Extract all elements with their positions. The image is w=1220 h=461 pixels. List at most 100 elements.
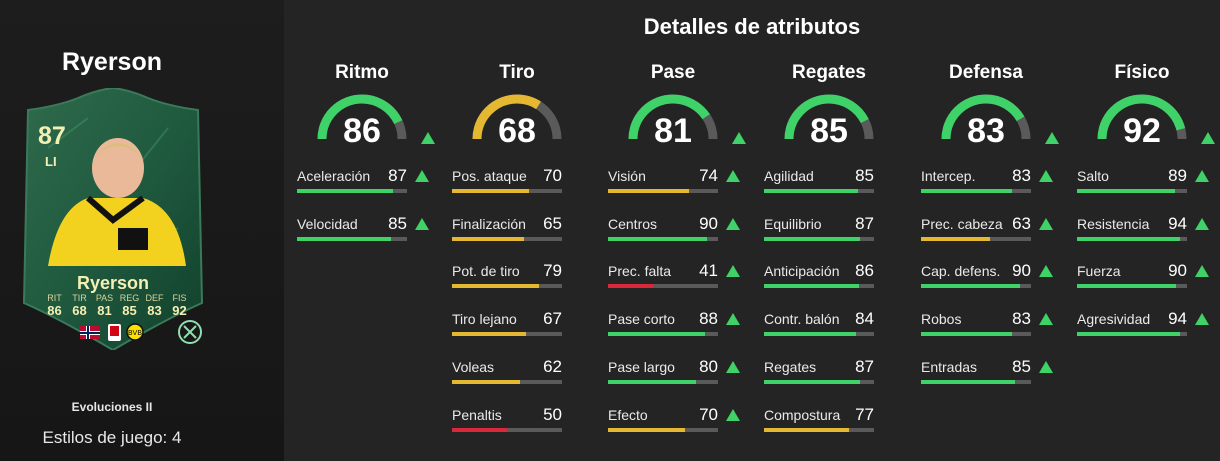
attribute-row: Prec. falta 41 <box>608 261 758 293</box>
playstyles-count: Estilos de juego: 4 <box>42 428 182 447</box>
attribute-bar-fill <box>452 189 529 193</box>
attribute-value: 83 <box>1012 309 1031 328</box>
player-photo <box>48 138 186 266</box>
category-value: 81 <box>654 112 692 150</box>
attribute-value: 84 <box>855 309 874 328</box>
attribute-label: Resistencia <box>1077 216 1150 232</box>
attribute-row: Fuerza 90 <box>1077 261 1220 293</box>
attribute-label: Visión <box>608 168 646 184</box>
attribute-bar <box>608 332 718 336</box>
attribute-label: Equilibrio <box>764 216 822 232</box>
card-stat-label: DEF <box>145 293 164 303</box>
attribute-bar <box>452 332 562 336</box>
attribute-value: 87 <box>388 166 407 185</box>
attribute-row: Visión 74 <box>608 166 758 198</box>
up-arrow-icon <box>726 409 740 421</box>
category-value: 68 <box>498 112 536 150</box>
attribute-bar <box>1077 189 1187 193</box>
attribute-bar <box>764 237 874 241</box>
attribute-value: 86 <box>855 261 874 280</box>
player-name: Ryerson <box>61 48 163 76</box>
attribute-label: Velocidad <box>297 216 358 232</box>
card-stat-label: REG <box>119 293 140 303</box>
card-stat: PAS 81 <box>92 293 117 318</box>
attribute-row: Pot. de tiro 79 <box>452 261 602 293</box>
attribute-value: 90 <box>699 214 718 233</box>
category-title: Regates <box>792 62 866 83</box>
card-stat: RIT 86 <box>42 293 67 318</box>
attribute-bar <box>921 237 1031 241</box>
attribute-value: 87 <box>855 357 874 376</box>
attribute-value: 90 <box>1012 261 1031 280</box>
up-arrow-icon <box>1039 170 1053 182</box>
attribute-row: Pase largo 80 <box>608 357 758 389</box>
attribute-bar <box>921 189 1031 193</box>
attribute-bar <box>1077 332 1187 336</box>
attribute-bar <box>452 189 562 193</box>
card-stats: RIT 86 TIR 68 PAS 81 REG 85 DEF 83 FIS 92 <box>42 293 192 318</box>
attribute-row: Equilibrio 87 <box>764 214 914 246</box>
player-panel: Ryerson 87 LI Ryerson RIT 8 <box>0 0 284 461</box>
attribute-row: Compostura 77 <box>764 405 914 437</box>
player-card[interactable]: 87 LI Ryerson RIT 86 TIR 68 PAS 81 REG 85 DE… <box>18 88 208 350</box>
up-arrow-icon <box>1039 218 1053 230</box>
attribute-row: Tiro lejano 67 <box>452 309 602 341</box>
attribute-label: Cap. defens. <box>921 263 1001 279</box>
attribute-bar-fill <box>452 284 539 288</box>
category-title: Tiro <box>499 62 535 83</box>
attribute-value: 50 <box>543 405 562 424</box>
gauge-fill <box>784 94 874 140</box>
attribute-value: 41 <box>699 261 718 280</box>
attribute-bar <box>608 189 718 193</box>
category-gauge: 83 <box>939 92 1033 150</box>
evolution-label: Evoluciones II <box>71 400 153 414</box>
attribute-label: Aceleración <box>297 168 371 184</box>
card-stat-value: 83 <box>147 303 162 318</box>
attribute-bar-fill <box>1077 284 1176 288</box>
attribute-value: 67 <box>543 309 562 328</box>
attribute-label: Intercep. <box>921 168 976 184</box>
attribute-row: Agilidad 85 <box>764 166 914 198</box>
attribute-value: 79 <box>543 261 562 280</box>
up-arrow-icon <box>1039 265 1053 277</box>
attribute-value: 77 <box>855 405 874 424</box>
attribute-label: Efecto <box>608 407 648 423</box>
up-arrow-icon <box>1195 313 1209 325</box>
attribute-row: Anticipación 86 <box>764 261 914 293</box>
attribute-value: 89 <box>1168 166 1187 185</box>
attribute-bar-fill <box>608 284 654 288</box>
category-title: Defensa <box>949 62 1023 83</box>
attribute-label: Prec. cabeza <box>921 216 1003 232</box>
up-arrow-icon <box>726 313 740 325</box>
attribute-label: Contr. balón <box>764 311 840 327</box>
attribute-row: Robos 83 <box>921 309 1071 341</box>
category-value: 92 <box>1123 112 1161 150</box>
card-stat: REG 85 <box>117 293 142 318</box>
card-stat: FIS 92 <box>167 293 192 318</box>
attribute-bar-fill <box>608 380 696 384</box>
card-stat-label: RIT <box>47 293 62 303</box>
attribute-bar <box>608 237 718 241</box>
attribute-row: Intercep. 83 <box>921 166 1071 198</box>
card-background <box>22 88 204 350</box>
attribute-bar-fill <box>764 189 858 193</box>
up-arrow-icon <box>1039 313 1053 325</box>
attribute-bar-fill <box>452 428 507 432</box>
up-arrow-icon <box>415 218 429 230</box>
attribute-value: 85 <box>388 214 407 233</box>
attribute-label: Entradas <box>921 359 978 375</box>
attribute-label: Robos <box>921 311 962 327</box>
attribute-row: Entradas 85 <box>921 357 1071 389</box>
attribute-bar-fill <box>921 189 1013 193</box>
attribute-row: Resistencia 94 <box>1077 214 1220 246</box>
category-value: 85 <box>810 112 848 150</box>
attribute-value: 63 <box>1012 214 1031 233</box>
attribute-value: 74 <box>699 166 718 185</box>
card-stat-value: 68 <box>72 303 87 318</box>
attribute-bar <box>452 380 562 384</box>
up-arrow-icon <box>421 132 435 144</box>
attribute-label: Finalización <box>452 216 526 232</box>
attribute-bar-fill <box>921 284 1020 288</box>
attribute-row: Pase corto 88 <box>608 309 758 341</box>
attribute-bar-fill <box>764 332 857 336</box>
